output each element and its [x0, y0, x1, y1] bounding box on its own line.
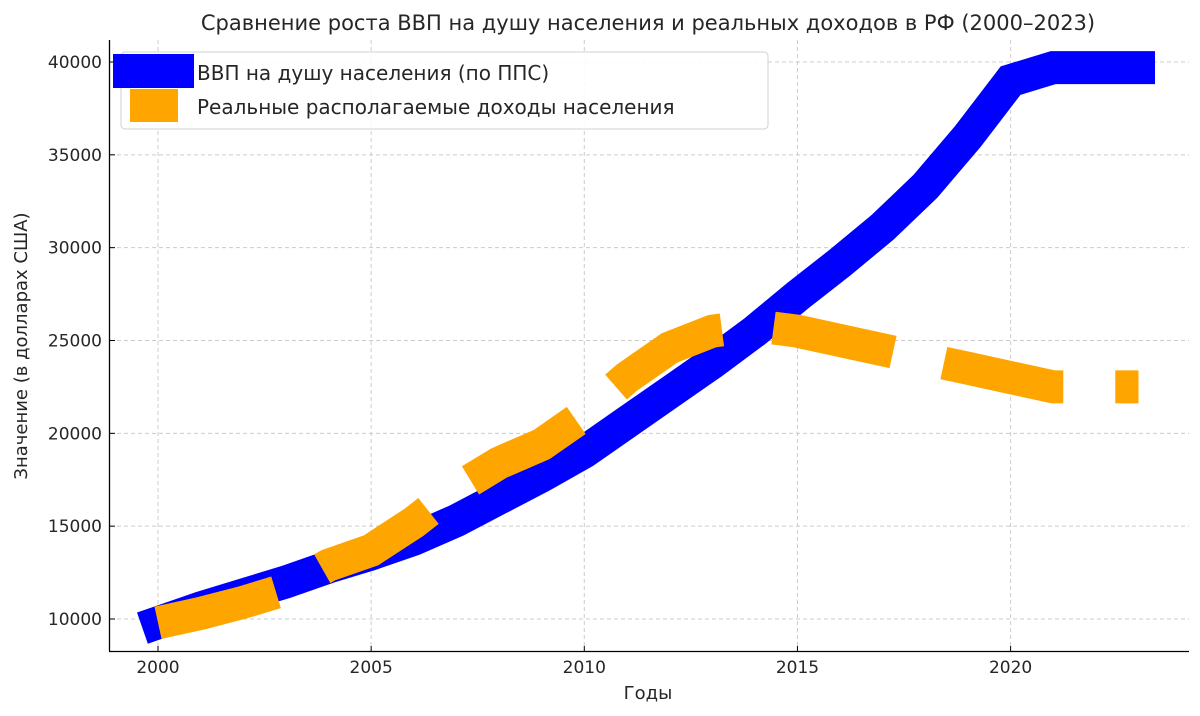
x-tick-label: 2015	[776, 658, 819, 678]
x-tick-label: 2000	[136, 658, 179, 678]
chart-title: Сравнение роста ВВП на душу населения и …	[201, 11, 1095, 35]
y-tick-label: 10000	[48, 610, 102, 630]
x-axis-ticks: 2000 2005 2010 2015 2020	[136, 646, 1032, 678]
y-tick-label: 30000	[48, 239, 102, 259]
real-income-line	[154, 308, 1139, 639]
legend-label-income: Реальные располагаемые доходы населения	[197, 95, 675, 119]
x-tick-label: 2020	[989, 658, 1032, 678]
legend: ВВП на душу населения (по ППС) Реальные …	[113, 51, 769, 130]
legend-swatch-gdp	[113, 54, 194, 88]
y-tick-label: 15000	[48, 517, 102, 537]
grid-lines	[110, 40, 1189, 651]
legend-frame	[120, 51, 769, 130]
gdp-per-capita-line	[136, 51, 1155, 644]
x-tick-label: 2005	[350, 658, 393, 678]
legend-label-gdp: ВВП на душу населения (по ППС)	[197, 61, 549, 85]
y-axis-ticks: 10000 15000 20000 25000 30000 35000 40000	[48, 53, 115, 630]
x-tick-label: 2010	[563, 658, 606, 678]
y-tick-label: 35000	[48, 146, 102, 166]
y-tick-label: 20000	[48, 424, 102, 444]
y-tick-label: 25000	[48, 331, 102, 351]
y-axis-label: Значение (в долларах США)	[11, 212, 32, 479]
x-axis-label: Годы	[624, 683, 673, 704]
series-lines	[136, 51, 1155, 644]
y-tick-label: 40000	[48, 53, 102, 73]
legend-swatch-income	[130, 89, 178, 122]
